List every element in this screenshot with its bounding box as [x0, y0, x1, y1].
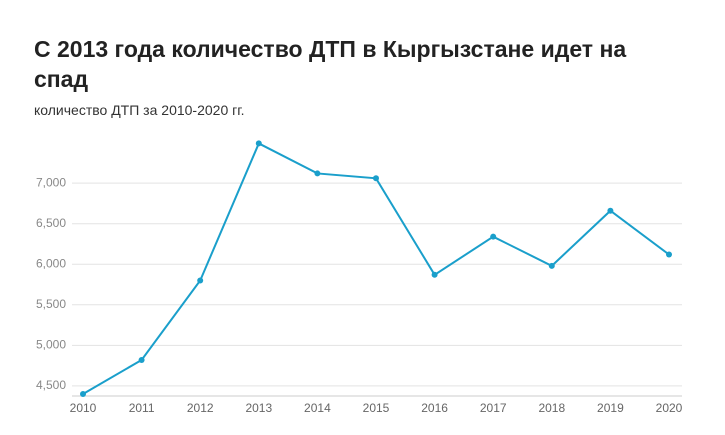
point — [255, 140, 262, 147]
point — [138, 356, 145, 363]
point — [80, 391, 86, 397]
x-tick-label: 2019 — [597, 401, 624, 415]
chart-title: С 2013 года количество ДТП в Кыргызстане… — [34, 36, 627, 92]
x-tick-label: 2010 — [70, 401, 97, 415]
point — [373, 175, 379, 182]
y-tick-label: 6,500 — [36, 216, 66, 230]
y-tick-label: 5,000 — [36, 338, 66, 352]
point — [431, 271, 438, 278]
point — [666, 251, 672, 258]
x-tick-label: 2014 — [304, 401, 331, 415]
x-tick-label: 2017 — [480, 401, 507, 415]
y-tick-label: 6,000 — [36, 256, 66, 270]
x-tick-label: 2018 — [538, 401, 565, 415]
point — [197, 277, 204, 284]
y-tick-label: 5,500 — [36, 297, 66, 311]
point — [490, 233, 497, 240]
y-tick-label: 4,500 — [36, 378, 66, 392]
point — [548, 262, 555, 269]
y-tick-label: 7,000 — [36, 175, 66, 189]
point — [607, 207, 614, 214]
x-tick-label: 2013 — [245, 401, 272, 415]
x-tick-label: 2011 — [129, 401, 155, 415]
x-tick-label: 2016 — [421, 401, 448, 415]
x-tick-label: 2020 — [656, 401, 683, 415]
x-tick-label: 2015 — [363, 401, 390, 415]
x-tick-label: 2012 — [187, 401, 214, 415]
chart-subtitle: количество ДТП за 2010-2020 гг. — [34, 102, 245, 118]
point — [314, 170, 321, 177]
